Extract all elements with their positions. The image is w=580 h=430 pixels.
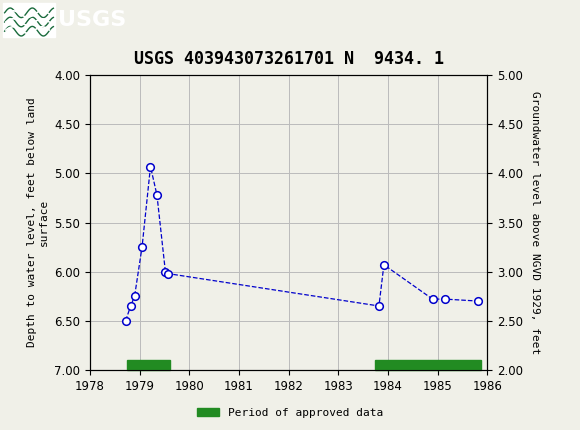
FancyBboxPatch shape [3,3,55,37]
Y-axis label: Groundwater level above NGVD 1929, feet: Groundwater level above NGVD 1929, feet [530,91,539,354]
Title: USGS 403943073261701 N  9434. 1: USGS 403943073261701 N 9434. 1 [133,50,444,68]
Text: USGS: USGS [58,10,126,30]
Legend: Period of approved data: Period of approved data [193,403,387,422]
Y-axis label: Depth to water level, feet below land
surface: Depth to water level, feet below land su… [27,98,49,347]
Bar [127,360,171,370]
Bar [375,360,481,370]
